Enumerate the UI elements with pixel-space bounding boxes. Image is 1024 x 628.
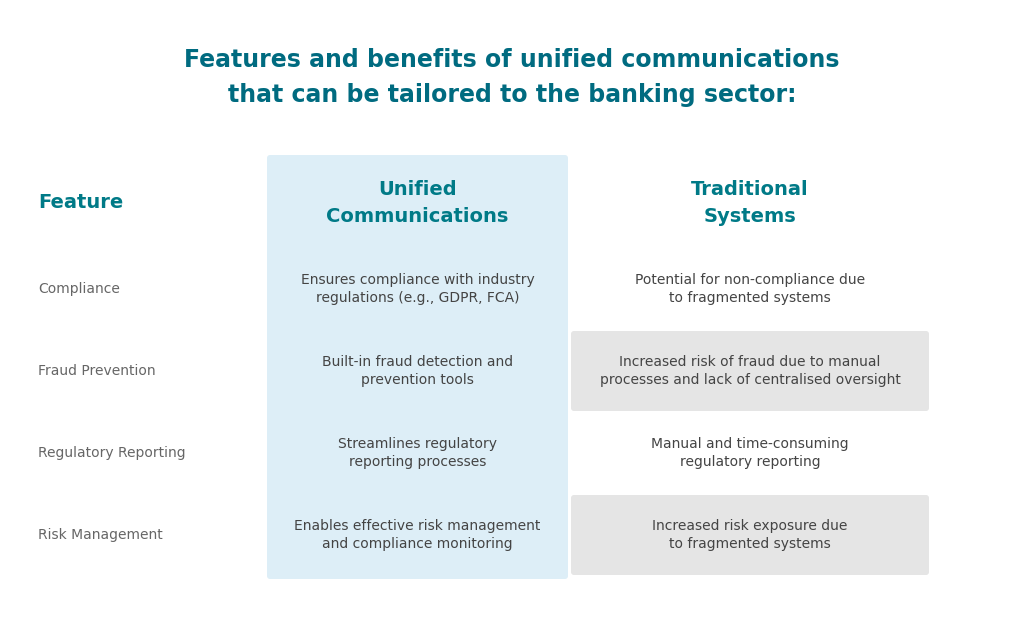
Text: Potential for non-compliance due
to fragmented systems: Potential for non-compliance due to frag… [635,273,865,305]
Text: Ensures compliance with industry
regulations (e.g., GDPR, FCA): Ensures compliance with industry regulat… [301,273,535,305]
Text: Increased risk exposure due
to fragmented systems: Increased risk exposure due to fragmente… [652,519,848,551]
Text: Enables effective risk management
and compliance monitoring: Enables effective risk management and co… [294,519,541,551]
FancyBboxPatch shape [571,331,929,411]
Text: Manual and time-consuming
regulatory reporting: Manual and time-consuming regulatory rep… [651,436,849,470]
Text: Streamlines regulatory
reporting processes: Streamlines regulatory reporting process… [338,436,497,470]
Text: Compliance: Compliance [38,282,120,296]
Text: Increased risk of fraud due to manual
processes and lack of centralised oversigh: Increased risk of fraud due to manual pr… [600,355,900,387]
Text: Unified
Communications: Unified Communications [327,180,509,225]
Text: Feature: Feature [38,193,123,212]
FancyBboxPatch shape [571,495,929,575]
Text: Fraud Prevention: Fraud Prevention [38,364,156,378]
Text: Regulatory Reporting: Regulatory Reporting [38,446,185,460]
Text: Built-in fraud detection and
prevention tools: Built-in fraud detection and prevention … [322,355,513,387]
Text: Risk Management: Risk Management [38,528,163,542]
Text: Features and benefits of unified communications
that can be tailored to the bank: Features and benefits of unified communi… [184,48,840,107]
FancyBboxPatch shape [267,155,568,579]
Text: Traditional
Systems: Traditional Systems [691,180,809,225]
